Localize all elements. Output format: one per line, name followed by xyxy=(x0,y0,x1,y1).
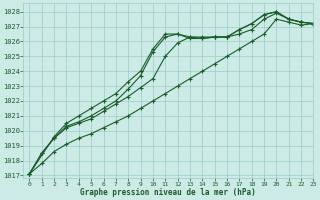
X-axis label: Graphe pression niveau de la mer (hPa): Graphe pression niveau de la mer (hPa) xyxy=(81,188,256,197)
